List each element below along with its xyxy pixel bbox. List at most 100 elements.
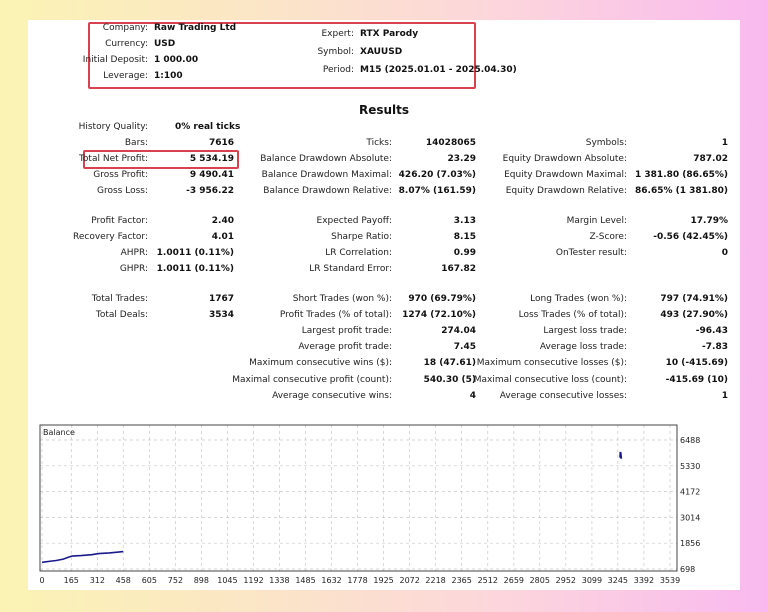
stat-label: Gross Profit: (93, 170, 148, 180)
stat-value: 1 381.80 (86.65%) (635, 170, 728, 180)
stat-label: Largest loss trade: (543, 326, 627, 336)
stat-label: Symbols: (585, 138, 627, 148)
stat-label: Average profit trade: (298, 342, 392, 352)
stat-value: 0% real ticks (175, 122, 241, 132)
stat-label: LR Correlation: (325, 248, 392, 258)
header-label: Leverage: (103, 71, 148, 81)
y-tick-label: 6488 (680, 436, 700, 445)
stat-label: Gross Loss: (97, 186, 148, 196)
x-tick-label: 1778 (347, 576, 367, 585)
stat-label: Expected Payoff: (316, 216, 392, 226)
stat-label: Total Trades: (91, 294, 148, 304)
stat-label: Equity Drawdown Absolute: (502, 154, 627, 164)
report-card: Company: Raw Trading Ltd Currency: USD Initi… (28, 20, 740, 590)
stat-value: 1 (721, 138, 728, 148)
stat-value: 787.02 (693, 154, 728, 164)
stat-value: 1767 (208, 294, 234, 304)
x-tick-label: 0 (39, 576, 44, 585)
balance-line (619, 451, 623, 459)
stat-value: 1.0011 (0.11%) (156, 248, 234, 258)
stat-value: 23.29 (447, 154, 476, 164)
y-tick-label: 3014 (680, 513, 700, 522)
stat-value: 493 (27.90%) (660, 310, 728, 320)
header-label: Symbol: (317, 47, 354, 57)
x-tick-label: 2512 (478, 576, 498, 585)
stat-label: Maximum consecutive wins ($): (249, 358, 392, 368)
stat-value: 0.99 (453, 248, 476, 258)
balance-chart: 0 165 312 458 605 752 898 1045 1192 1338 1485 1632 1… (39, 424, 700, 585)
header-label: Expert: (321, 29, 354, 39)
stat-value: -3 956.22 (186, 186, 234, 196)
stat-value: 0 (721, 248, 728, 258)
x-tick-label: 2659 (504, 576, 524, 585)
stat-value: 426.20 (7.03%) (398, 170, 476, 180)
header-label: Initial Deposit: (82, 55, 148, 65)
stat-label: Average consecutive wins: (272, 391, 392, 401)
stat-value: 1.0011 (0.11%) (156, 264, 234, 274)
stat-value: 7616 (208, 138, 234, 148)
stat-value: 18 (47.61) (423, 358, 476, 368)
header-value: USD (154, 39, 176, 49)
header-value: 1 000.00 (154, 55, 199, 65)
stat-value: 14028065 (425, 138, 476, 148)
stat-value: 1274 (72.10%) (402, 310, 476, 320)
stat-label: Maximum consecutive losses ($): (476, 358, 627, 368)
stat-value: 8.07% (161.59) (398, 186, 476, 196)
stat-label: OnTester result: (555, 248, 627, 258)
x-tick-label: 1338 (269, 576, 289, 585)
stat-label: AHPR: (120, 248, 148, 258)
stat-value: 2.40 (211, 216, 234, 226)
stat-label: Total Deals: (95, 310, 148, 320)
stat-value: 4.01 (211, 232, 234, 242)
x-tick-label: 1925 (373, 576, 393, 585)
stat-value: 970 (69.79%) (408, 294, 476, 304)
y-tick-label: 698 (680, 565, 695, 574)
y-tick-label: 4172 (680, 488, 700, 497)
stat-value: 7.45 (453, 342, 476, 352)
stat-label: Bars: (124, 138, 148, 148)
x-tick-label: 165 (64, 576, 79, 585)
x-tick-label: 2805 (530, 576, 550, 585)
y-tick-label: 5330 (680, 462, 700, 471)
stat-label: Profit Trades (% of total): (279, 310, 392, 320)
balance-line (41, 550, 124, 564)
plot-frame (39, 424, 678, 572)
stat-value: 4 (469, 391, 476, 401)
stat-label: Sharpe Ratio: (331, 232, 392, 242)
stat-label: Balance Drawdown Absolute: (260, 154, 392, 164)
chart-title: Balance (43, 428, 75, 437)
stat-label: Maximal consecutive loss (count): (473, 375, 627, 385)
header-label: Company: (102, 23, 148, 33)
stat-value: 8.15 (453, 232, 476, 242)
x-tick-label: 3392 (634, 576, 654, 585)
x-tick-label: 1632 (321, 576, 341, 585)
header-value: RTX Parody (360, 29, 419, 39)
x-tick-label: 2072 (399, 576, 419, 585)
x-tick-label: 3099 (582, 576, 602, 585)
x-tick-label: 1485 (295, 576, 315, 585)
stat-value: -0.56 (42.45%) (653, 232, 728, 242)
header-value: 1:100 (154, 71, 183, 81)
x-tick-label: 312 (90, 576, 105, 585)
stat-label: Long Trades (won %): (530, 294, 627, 304)
x-tick-label: 3539 (660, 576, 680, 585)
stat-label: History Quality: (78, 122, 148, 132)
stat-label: Z-Score: (589, 232, 628, 242)
stat-label: Largest profit trade: (301, 326, 392, 336)
stat-value: 274.04 (441, 326, 476, 336)
x-tick-label: 605 (142, 576, 157, 585)
stat-label: Equity Drawdown Relative: (505, 186, 627, 196)
stat-label: LR Standard Error: (309, 264, 392, 274)
header-label: Currency: (105, 39, 148, 49)
stat-value: 9 490.41 (189, 170, 234, 180)
stat-value: 540.30 (5) (423, 375, 476, 385)
x-tick-label: 1045 (217, 576, 237, 585)
results-title: Results (358, 103, 410, 117)
stat-value: 3534 (208, 310, 234, 320)
stat-label: Average consecutive losses: (499, 391, 627, 401)
stat-label: Profit Factor: (91, 216, 148, 226)
stat-value: -7.83 (702, 342, 728, 352)
stat-value: -415.69 (10) (665, 375, 728, 385)
stat-value: 5 534.19 (189, 154, 234, 164)
stat-label: Maximal consecutive profit (count): (232, 375, 392, 385)
